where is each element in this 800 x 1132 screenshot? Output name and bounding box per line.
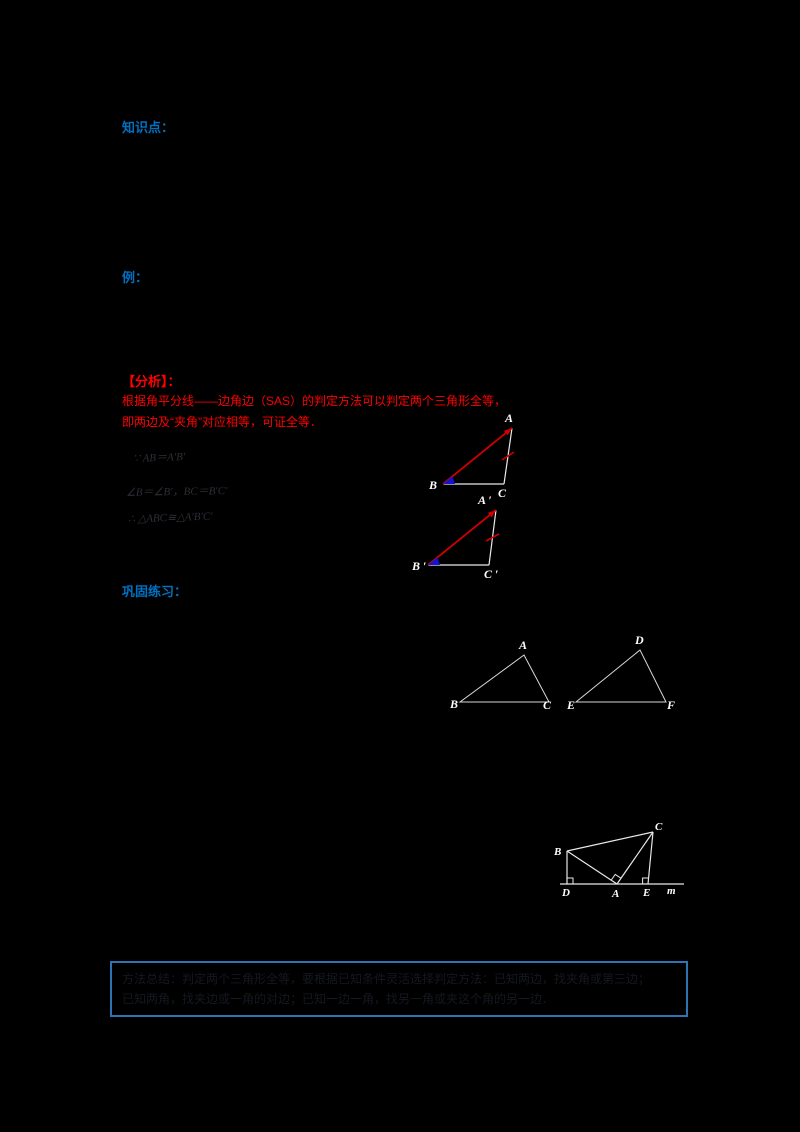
triangle2-tick-mark-icon xyxy=(485,533,500,542)
analysis-line-2: 即两边及“夹角”对应相等，可证全等． xyxy=(122,415,322,429)
vertex-label-E: E xyxy=(566,698,575,712)
vertex-label-B: B xyxy=(428,478,437,492)
vertex-label-A: A xyxy=(611,888,619,900)
triangle1-tick-mark-icon xyxy=(501,451,515,461)
segment-ba xyxy=(566,850,618,885)
analysis-title: 【分析】： xyxy=(122,374,181,389)
two-triangles-figure: A B C D E F xyxy=(449,636,675,712)
segment-ac xyxy=(616,831,654,885)
segment-bc xyxy=(566,831,654,852)
congruent-triangles-figure: A B C A ′ B ′ C ′ xyxy=(412,412,515,581)
vertex-label-A: A xyxy=(518,638,527,652)
segment-ec xyxy=(647,831,654,885)
analysis-line-1: 根据角平分线——边角边（SAS）的判定方法可以判定两个三角形全等， xyxy=(122,394,507,408)
summary-line-2: 已知两角，找夹边或一角的对边；已知一边一角，找另一角或夹这个角的另一边． xyxy=(122,992,555,1007)
vertex-label-C: C xyxy=(655,821,663,833)
vertex-label-D: D xyxy=(561,887,570,899)
right-angle-mark-d-icon xyxy=(567,877,574,884)
vertex-label-B: B xyxy=(449,697,458,711)
triangle1-arrowhead-icon xyxy=(503,428,512,436)
proof-line-1: ∵ AB＝A′B′ xyxy=(132,451,186,465)
proof-line-2: ∠B＝∠B′，BC＝B′C′ xyxy=(125,485,228,499)
proof-line-3: ∴ △ABC≅△A′B′C′ xyxy=(127,510,213,526)
triangle1-angle-mark-icon xyxy=(443,476,455,484)
vertex-label-D: D xyxy=(634,636,644,647)
right-angle-mark-a-icon xyxy=(610,873,622,881)
triangle2-arrowhead-icon xyxy=(487,510,496,518)
vertex-label-B: B xyxy=(553,846,561,858)
vertex-label-E: E xyxy=(642,887,650,899)
vertex-label-B-prime: B ′ xyxy=(412,559,426,573)
vertex-label-C-prime: C ′ xyxy=(484,567,498,581)
triangle-def-outline xyxy=(574,649,667,703)
right-angle-mark-e-icon xyxy=(642,877,649,884)
example-heading: 例： xyxy=(122,270,149,285)
perpendicular-figure: B C D A E m xyxy=(553,821,684,900)
practice-heading: 巩固练习： xyxy=(122,584,188,599)
vertex-label-A: A xyxy=(504,412,513,425)
vertex-label-C: C xyxy=(498,486,507,500)
vertex-label-A-prime: A ′ xyxy=(477,493,492,507)
triangle1-edge-ba xyxy=(442,427,513,485)
triangle2-angle-mark-icon xyxy=(428,557,440,565)
line-label-m: m xyxy=(667,885,676,897)
summary-box: 方法总结：判定两个三角形全等，要根据已知条件灵活选择判定方法：已知两边，找夹角或… xyxy=(110,961,688,1017)
vertex-label-C: C xyxy=(543,698,552,712)
knowledge-heading: 知识点： xyxy=(122,120,175,135)
vertex-label-F: F xyxy=(666,698,675,712)
triangle-abc-outline xyxy=(458,654,550,703)
triangle2-edge-ba xyxy=(427,509,497,566)
summary-line-1: 方法总结：判定两个三角形全等，要根据已知条件灵活选择判定方法：已知两边，找夹角或… xyxy=(122,972,651,986)
